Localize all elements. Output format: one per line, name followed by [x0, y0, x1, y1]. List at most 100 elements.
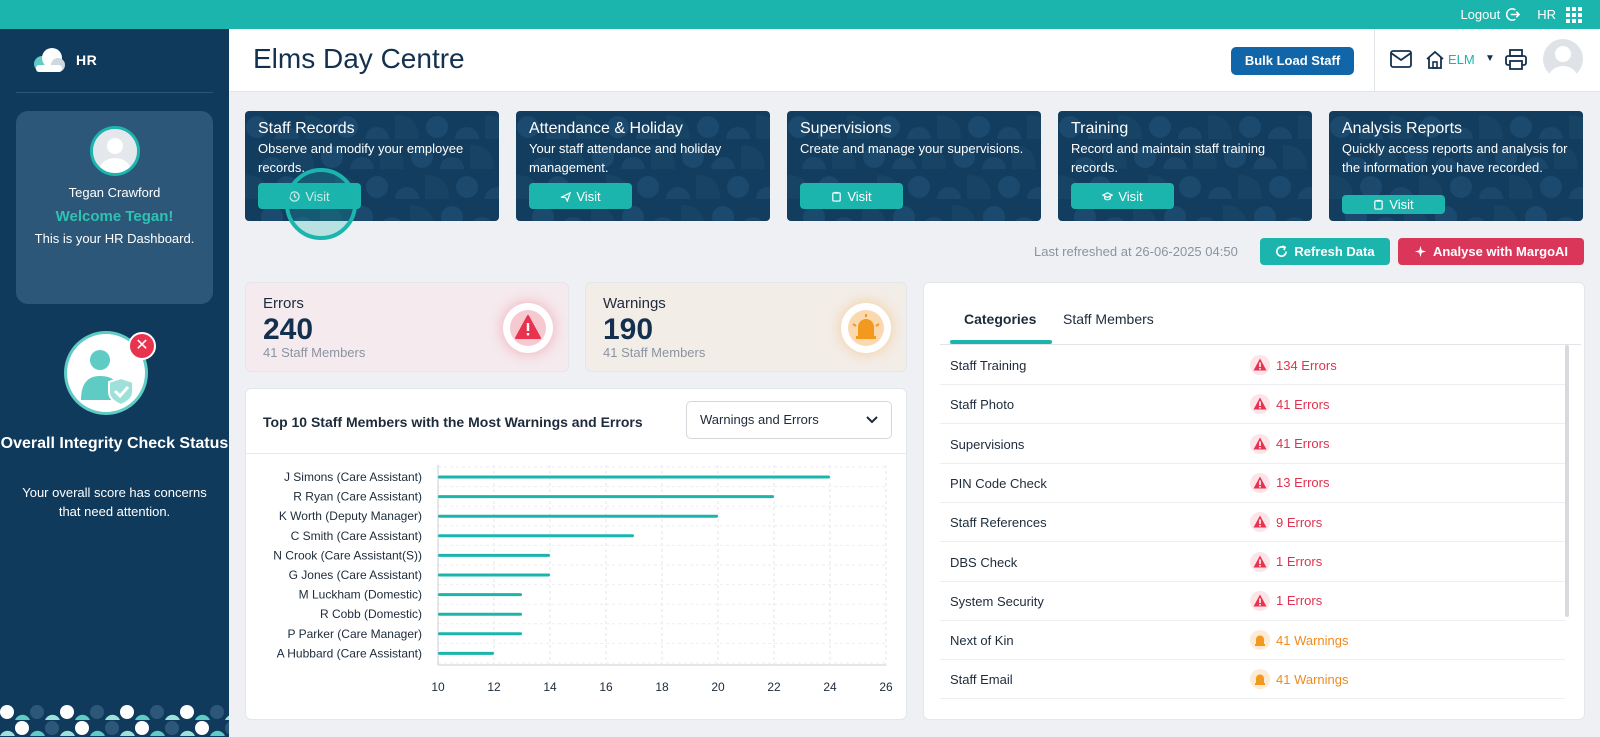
category-name: Staff Email — [950, 672, 1013, 688]
divider — [1374, 29, 1375, 92]
integrity-text: Your overall score has concerns that nee… — [22, 485, 207, 519]
tab-categories[interactable]: Categories — [964, 311, 1037, 327]
error-triangle-icon — [1250, 394, 1270, 415]
warnings-card[interactable]: Warnings 190 41 Staff Members — [585, 282, 907, 372]
home-icon[interactable] — [1425, 50, 1445, 69]
module-description: Quickly access reports and analysis for … — [1342, 141, 1568, 175]
error-x-icon: ✕ — [128, 332, 156, 360]
tab-staff-members[interactable]: Staff Members — [1063, 311, 1154, 327]
chart-filter-select[interactable]: Warnings and Errors — [686, 401, 892, 439]
module-card-training: Training Record and maintain staff traini… — [1058, 111, 1312, 221]
visit-button[interactable]: Visit — [529, 183, 632, 209]
alarm-bell-icon — [841, 303, 891, 353]
refresh-data-button[interactable]: Refresh Data — [1260, 238, 1390, 265]
bulk-load-staff-button[interactable]: Bulk Load Staff — [1231, 47, 1354, 75]
bar — [438, 534, 634, 538]
module-title: Staff Records — [258, 120, 355, 137]
user-name: Tegan Crawford — [68, 185, 161, 200]
category-count: 1 Errors — [1250, 590, 1323, 611]
y-category-label: C Smith (Care Assistant) — [291, 529, 422, 543]
card-pattern — [1329, 115, 1583, 221]
module-card-analysis-reports: Analysis Reports Quickly access reports a… — [1329, 111, 1583, 221]
visit-label: Visit — [1118, 188, 1143, 204]
module-card-attendance-holiday: Attendance & Holiday Your staff attendanc… — [516, 111, 770, 221]
x-tick-label: 12 — [487, 680, 501, 694]
category-row[interactable]: System Security 1 Errors — [940, 582, 1565, 621]
bar-chart: 10 12 14 16 18 20 22 24 26 J Simons (Care Assista… — [273, 465, 893, 694]
visit-label: Visit — [576, 188, 601, 204]
scrollbar[interactable] — [1565, 345, 1569, 617]
category-count: 41 Warnings — [1250, 630, 1349, 651]
logout-link[interactable]: Logout — [1460, 7, 1521, 22]
dashboard-text: This is your HR Dashboard. — [34, 231, 195, 246]
category-count-label: 41 Errors — [1276, 436, 1330, 452]
error-triangle-icon — [1250, 433, 1270, 454]
category-row[interactable]: Supervisions 41 Errors — [940, 425, 1565, 464]
avatar[interactable] — [89, 126, 140, 176]
module-title: Analysis Reports — [1342, 120, 1463, 137]
category-count-label: 134 Errors — [1276, 357, 1337, 373]
errors-label: Errors — [263, 295, 304, 312]
alarm-bell-icon — [1250, 630, 1270, 651]
category-count-label: 1 Errors — [1276, 593, 1323, 609]
refresh-data-label: Refresh Data — [1294, 244, 1375, 259]
module-title: Supervisions — [800, 120, 892, 137]
errors-card[interactable]: Errors 240 41 Staff Members — [245, 282, 569, 372]
bar — [438, 495, 774, 499]
mail-icon[interactable] — [1390, 50, 1412, 68]
caret-down-icon[interactable]: ▼ — [1485, 53, 1495, 64]
category-row[interactable]: Next of Kin 41 Warnings — [940, 621, 1565, 661]
category-row[interactable]: Staff Email 41 Warnings — [940, 660, 1565, 700]
user-avatar[interactable] — [1543, 39, 1583, 79]
bar — [438, 632, 522, 636]
category-row[interactable]: Staff Training 134 Errors — [940, 346, 1565, 385]
visit-button[interactable]: Visit — [1342, 195, 1445, 214]
y-category-label: J Simons (Care Assistant) — [284, 470, 422, 484]
refresh-icon — [1276, 245, 1288, 257]
x-tick-label: 26 — [879, 680, 893, 694]
categories-panel: Categories Staff Members Staff Training 1… — [923, 282, 1585, 720]
brand[interactable]: HR — [32, 47, 97, 73]
divider — [16, 92, 213, 93]
category-count: 134 Errors — [1250, 355, 1337, 375]
category-count: 41 Warnings — [1250, 669, 1349, 690]
printer-icon[interactable] — [1505, 49, 1527, 70]
category-row[interactable]: Staff References 9 Errors — [940, 503, 1565, 543]
module-card-staff-records: Staff Records Observe and modify your emp… — [245, 111, 499, 221]
visit-button[interactable]: Visit — [1071, 183, 1174, 209]
category-name: System Security — [950, 593, 1044, 609]
apps-grid-icon[interactable] — [1566, 6, 1582, 23]
y-category-label: G Jones (Care Assistant) — [289, 568, 422, 582]
category-name: PIN Code Check — [950, 475, 1047, 491]
category-name: Next of Kin — [950, 633, 1014, 649]
card-pattern — [787, 115, 1041, 221]
category-name: Staff References — [950, 515, 1047, 531]
category-count-label: 41 Warnings — [1276, 632, 1349, 648]
errors-value: 240 — [263, 313, 314, 346]
logout-icon — [1506, 8, 1521, 21]
chevron-down-icon — [866, 416, 878, 424]
category-count: 41 Errors — [1250, 394, 1329, 415]
alarm-bell-icon — [1250, 669, 1270, 690]
error-triangle-icon — [1250, 512, 1270, 533]
category-row[interactable]: DBS Check 1 Errors — [940, 543, 1565, 582]
module-description: Your staff attendance and holiday manage… — [529, 141, 722, 175]
hr-label[interactable]: HR — [1537, 7, 1556, 22]
x-tick-label: 14 — [543, 680, 557, 694]
visit-button[interactable]: Visit — [800, 183, 903, 209]
category-count: 9 Errors — [1250, 512, 1322, 533]
home-select-label[interactable]: ELM — [1448, 52, 1475, 67]
card-pattern — [245, 115, 499, 221]
analyse-margoai-button[interactable]: Analyse with MargoAI — [1398, 238, 1584, 265]
category-name: Staff Photo — [950, 397, 1015, 413]
x-tick-label: 20 — [711, 680, 725, 694]
error-triangle-icon — [1250, 551, 1270, 572]
divider — [246, 453, 906, 454]
category-row[interactable]: PIN Code Check 13 Errors — [940, 464, 1565, 503]
brand-label: HR — [76, 52, 98, 68]
divider — [940, 344, 1581, 345]
error-triangle-icon — [1250, 355, 1270, 375]
error-triangle-icon — [1250, 472, 1270, 493]
category-row[interactable]: Staff Photo 41 Errors — [940, 385, 1565, 425]
decorative-pattern — [0, 705, 229, 736]
